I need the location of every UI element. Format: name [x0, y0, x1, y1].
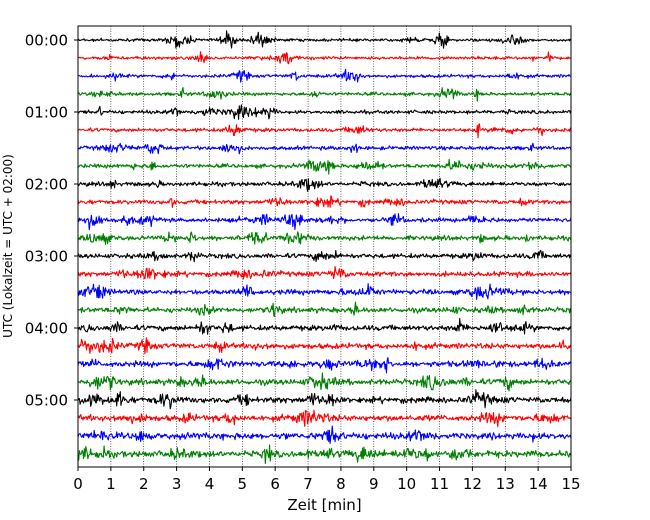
trace-row-17: [77, 337, 572, 355]
trace-row-4: [77, 104, 572, 120]
x-tick-label-8: 8: [336, 475, 346, 493]
trace-row-2: [77, 68, 572, 83]
x-tick-label-9: 9: [369, 475, 379, 493]
trace-row-15: [77, 301, 572, 317]
y-tick-label-1: 01:00: [25, 104, 68, 122]
x-tick-label-6: 6: [270, 475, 280, 493]
y-tick-label-5: 05:00: [25, 392, 68, 410]
trace-row-0: [77, 30, 572, 49]
x-tick-label-14: 14: [529, 475, 548, 493]
x-tick-label-2: 2: [139, 475, 149, 493]
y-tick-label-3: 03:00: [25, 248, 68, 266]
x-axis-label: Zeit [min]: [287, 496, 361, 514]
x-axis-ticks: 0 1 2 3 4 5 6 7 8 9 10 11 12 13 14 15: [73, 467, 581, 493]
trace-row-18: [77, 357, 572, 374]
trace-row-9: [77, 195, 572, 208]
y-axis-ticks: 00:00 01:00 02:00 03:00 04:00 05:00: [25, 32, 78, 410]
y-axis-label: UTC (Lokalzeit = UTC + 02:00): [1, 154, 15, 338]
trace-row-19: [77, 372, 572, 392]
trace-row-7: [77, 158, 572, 175]
trace-row-16: [77, 317, 572, 335]
x-tick-label-1: 1: [106, 475, 116, 493]
trace-row-20: [77, 389, 572, 410]
trace-row-13: [77, 266, 572, 280]
trace-row-21: [77, 409, 572, 428]
x-tick-label-0: 0: [73, 475, 83, 493]
trace-row-23: [77, 444, 572, 465]
x-tick-label-15: 15: [561, 475, 580, 493]
vertical-gridlines: [110, 26, 539, 467]
x-tick-label-10: 10: [397, 475, 416, 493]
x-tick-label-3: 3: [172, 475, 182, 493]
x-tick-label-4: 4: [205, 475, 215, 493]
y-tick-label-4: 04:00: [25, 320, 68, 338]
x-tick-label-5: 5: [238, 475, 248, 493]
trace-row-14: [77, 283, 572, 300]
trace-row-22: [77, 425, 572, 444]
trace-row-8: [77, 177, 572, 192]
x-tick-label-13: 13: [496, 475, 515, 493]
trace-row-1: [77, 51, 572, 65]
plot-frame: [77, 25, 572, 468]
y-tick-label-2: 02:00: [25, 176, 68, 194]
x-tick-label-11: 11: [430, 475, 449, 493]
y-tick-label-0: 00:00: [25, 32, 68, 50]
trace-row-12: [77, 249, 572, 263]
trace-row-11: [77, 231, 572, 245]
trace-row-3: [77, 87, 572, 102]
x-tick-label-12: 12: [463, 475, 482, 493]
trace-row-5: [77, 123, 572, 139]
trace-row-6: [77, 142, 572, 155]
seismogram-traces: [77, 30, 572, 465]
trace-row-10: [77, 213, 572, 231]
x-tick-label-7: 7: [303, 475, 313, 493]
